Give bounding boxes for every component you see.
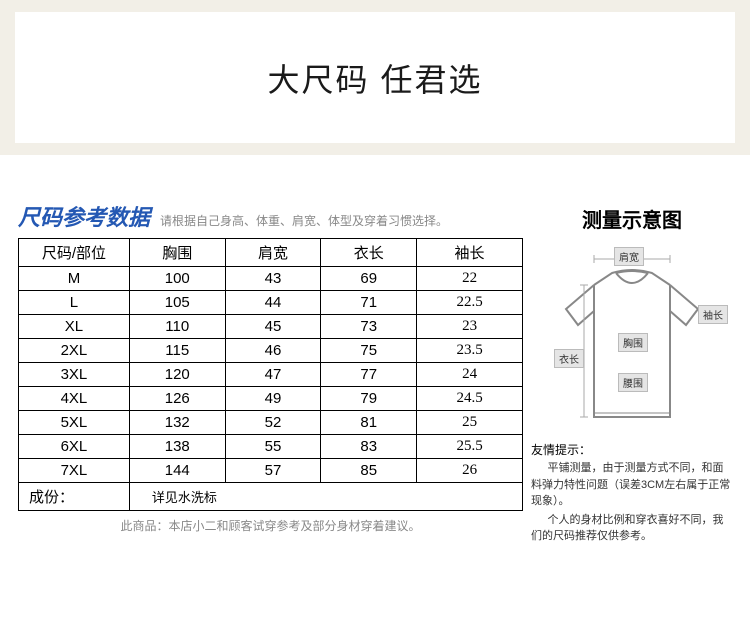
table-cell: 81 xyxy=(321,411,417,435)
table-cell: 44 xyxy=(225,291,321,315)
banner-title: 大尺码 任君选 xyxy=(268,55,483,101)
table-cell: 23.5 xyxy=(417,339,523,363)
table-head: 尺码/部位胸围肩宽衣长袖长 xyxy=(19,239,523,267)
table-cell: 22 xyxy=(417,267,523,291)
table-cell: 24.5 xyxy=(417,387,523,411)
table-cell: 26 xyxy=(417,459,523,483)
shirt-diagram: 肩宽 袖长 胸围 衣长 腰围 xyxy=(532,237,732,437)
table-cell: 73 xyxy=(321,315,417,339)
table-cell: 126 xyxy=(129,387,225,411)
composition-value: 详见水洗标 xyxy=(129,483,522,511)
label-chest: 胸围 xyxy=(618,333,648,352)
table-cell: 45 xyxy=(225,315,321,339)
table-cell: 105 xyxy=(129,291,225,315)
right-column: 测量示意图 xyxy=(523,200,733,547)
table-cell: 77 xyxy=(321,363,417,387)
table-cell: 79 xyxy=(321,387,417,411)
table-header-row: 尺码/部位胸围肩宽衣长袖长 xyxy=(19,239,523,267)
table-row: XL110457323 xyxy=(19,315,523,339)
tip-2: 个人的身材比例和穿衣喜好不同，我们的尺码推荐仅供参考。 xyxy=(531,512,733,545)
label-length: 衣长 xyxy=(554,349,584,368)
tips-body: 平铺测量，由于测量方式不同，和面料弹力特性问题（误差3CM左右属于正常现象）。 … xyxy=(531,460,733,545)
section-header: 尺码参考数据 请根据自己身高、体重、肩宽、体型及穿着习惯选择。 xyxy=(18,200,523,232)
table-cell: 43 xyxy=(225,267,321,291)
table-row: 3XL120477724 xyxy=(19,363,523,387)
table-cell: 24 xyxy=(417,363,523,387)
table-cell: 25.5 xyxy=(417,435,523,459)
table-cell: 3XL xyxy=(19,363,130,387)
table-row: 4XL126497924.5 xyxy=(19,387,523,411)
content: 尺码参考数据 请根据自己身高、体重、肩宽、体型及穿着习惯选择。 尺码/部位胸围肩… xyxy=(0,200,750,547)
table-col-0: 尺码/部位 xyxy=(19,239,130,267)
table-cell: 110 xyxy=(129,315,225,339)
table-cell: 2XL xyxy=(19,339,130,363)
table-row: 6XL138558325.5 xyxy=(19,435,523,459)
table-cell: 71 xyxy=(321,291,417,315)
table-cell: 85 xyxy=(321,459,417,483)
label-waist: 腰围 xyxy=(618,373,648,392)
table-cell: XL xyxy=(19,315,130,339)
left-column: 尺码参考数据 请根据自己身高、体重、肩宽、体型及穿着习惯选择。 尺码/部位胸围肩… xyxy=(18,200,523,547)
composition-row: 成份： 详见水洗标 xyxy=(19,483,523,511)
disclaimer: 此商品：本店小二和顾客试穿参考及部分身材穿着建议。 xyxy=(18,517,523,534)
table-cell: 120 xyxy=(129,363,225,387)
table-cell: 55 xyxy=(225,435,321,459)
table-row: 5XL132528125 xyxy=(19,411,523,435)
table-col-1: 胸围 xyxy=(129,239,225,267)
table-cell: 22.5 xyxy=(417,291,523,315)
table-cell: 132 xyxy=(129,411,225,435)
table-cell: 25 xyxy=(417,411,523,435)
table-cell: 47 xyxy=(225,363,321,387)
label-sleeve: 袖长 xyxy=(698,305,728,324)
table-cell: 69 xyxy=(321,267,417,291)
table-cell: 6XL xyxy=(19,435,130,459)
banner: 大尺码 任君选 xyxy=(0,0,750,155)
table-cell: 75 xyxy=(321,339,417,363)
diagram-title: 测量示意图 xyxy=(531,204,733,233)
table-col-2: 肩宽 xyxy=(225,239,321,267)
table-cell: 138 xyxy=(129,435,225,459)
table-row: 7XL144578526 xyxy=(19,459,523,483)
table-cell: 144 xyxy=(129,459,225,483)
table-cell: 100 xyxy=(129,267,225,291)
table-cell: 57 xyxy=(225,459,321,483)
tip-1: 平铺测量，由于测量方式不同，和面料弹力特性问题（误差3CM左右属于正常现象）。 xyxy=(531,460,733,510)
table-cell: 23 xyxy=(417,315,523,339)
table-cell: 46 xyxy=(225,339,321,363)
table-col-3: 衣长 xyxy=(321,239,417,267)
table-row: M100436922 xyxy=(19,267,523,291)
table-row: 2XL115467523.5 xyxy=(19,339,523,363)
spacer xyxy=(0,155,750,200)
table-cell: 49 xyxy=(225,387,321,411)
table-col-4: 袖长 xyxy=(417,239,523,267)
banner-inner: 大尺码 任君选 xyxy=(15,12,735,143)
table-cell: 52 xyxy=(225,411,321,435)
table-cell: 4XL xyxy=(19,387,130,411)
table-cell: M xyxy=(19,267,130,291)
section-title: 尺码参考数据 xyxy=(18,200,150,232)
table-row: L105447122.5 xyxy=(19,291,523,315)
table-cell: 7XL xyxy=(19,459,130,483)
composition-label: 成份： xyxy=(19,483,130,511)
table-footer: 成份： 详见水洗标 xyxy=(19,483,523,511)
section-subtitle: 请根据自己身高、体重、肩宽、体型及穿着习惯选择。 xyxy=(160,212,448,229)
label-shoulder: 肩宽 xyxy=(614,247,644,266)
table-cell: 115 xyxy=(129,339,225,363)
table-cell: 5XL xyxy=(19,411,130,435)
table-cell: 83 xyxy=(321,435,417,459)
size-table: 尺码/部位胸围肩宽衣长袖长 M100436922L105447122.5XL11… xyxy=(18,238,523,511)
tips-title: 友情提示： xyxy=(531,441,733,458)
table-body: M100436922L105447122.5XL1104573232XL1154… xyxy=(19,267,523,483)
table-cell: L xyxy=(19,291,130,315)
